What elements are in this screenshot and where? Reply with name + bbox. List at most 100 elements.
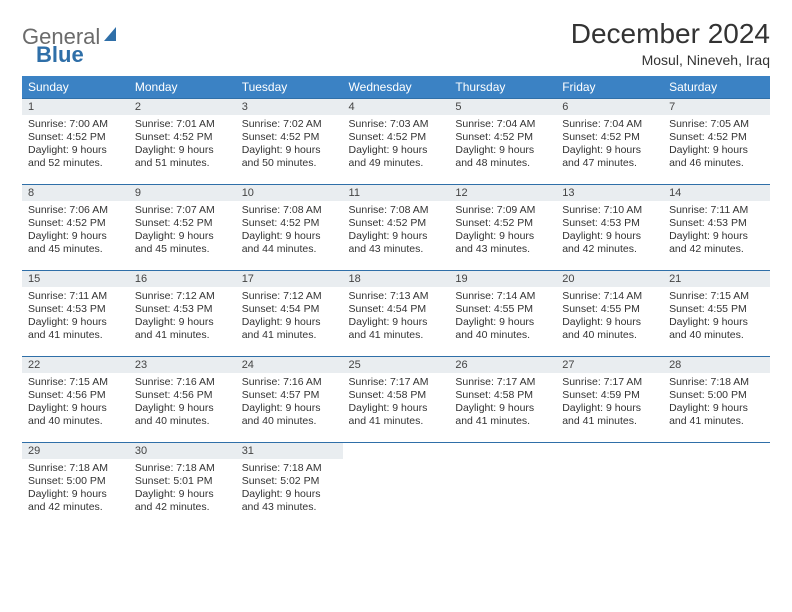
weekday-row: Sunday Monday Tuesday Wednesday Thursday… bbox=[22, 76, 770, 99]
day-body: Sunrise: 7:04 AMSunset: 4:52 PMDaylight:… bbox=[449, 115, 556, 175]
calendar-row: 1Sunrise: 7:00 AMSunset: 4:52 PMDaylight… bbox=[22, 99, 770, 185]
day-body: Sunrise: 7:08 AMSunset: 4:52 PMDaylight:… bbox=[236, 201, 343, 261]
sunrise-line: Sunrise: 7:17 AM bbox=[455, 376, 550, 389]
day-number: 10 bbox=[236, 185, 343, 201]
day-body: Sunrise: 7:18 AMSunset: 5:00 PMDaylight:… bbox=[22, 459, 129, 519]
sunset-line: Sunset: 4:53 PM bbox=[135, 303, 230, 316]
calendar-cell: 1Sunrise: 7:00 AMSunset: 4:52 PMDaylight… bbox=[22, 99, 129, 185]
calendar-cell-empty bbox=[663, 443, 770, 529]
sunset-line: Sunset: 4:55 PM bbox=[562, 303, 657, 316]
day-number: 13 bbox=[556, 185, 663, 201]
calendar-row: 22Sunrise: 7:15 AMSunset: 4:56 PMDayligh… bbox=[22, 357, 770, 443]
calendar-cell-empty bbox=[449, 443, 556, 529]
day-body: Sunrise: 7:05 AMSunset: 4:52 PMDaylight:… bbox=[663, 115, 770, 175]
calendar-cell: 30Sunrise: 7:18 AMSunset: 5:01 PMDayligh… bbox=[129, 443, 236, 529]
daylight-line: Daylight: 9 hours and 41 minutes. bbox=[455, 402, 550, 428]
sunrise-line: Sunrise: 7:04 AM bbox=[455, 118, 550, 131]
day-number: 23 bbox=[129, 357, 236, 373]
day-number: 25 bbox=[343, 357, 450, 373]
sunrise-line: Sunrise: 7:06 AM bbox=[28, 204, 123, 217]
day-body: Sunrise: 7:17 AMSunset: 4:58 PMDaylight:… bbox=[343, 373, 450, 433]
sunrise-line: Sunrise: 7:08 AM bbox=[349, 204, 444, 217]
daylight-line: Daylight: 9 hours and 41 minutes. bbox=[349, 316, 444, 342]
daylight-line: Daylight: 9 hours and 43 minutes. bbox=[242, 488, 337, 514]
weekday-header: Friday bbox=[556, 76, 663, 99]
weekday-header: Monday bbox=[129, 76, 236, 99]
day-number: 17 bbox=[236, 271, 343, 287]
calendar-cell: 6Sunrise: 7:04 AMSunset: 4:52 PMDaylight… bbox=[556, 99, 663, 185]
daylight-line: Daylight: 9 hours and 41 minutes. bbox=[135, 316, 230, 342]
sunrise-line: Sunrise: 7:12 AM bbox=[242, 290, 337, 303]
day-number: 5 bbox=[449, 99, 556, 115]
daylight-line: Daylight: 9 hours and 43 minutes. bbox=[455, 230, 550, 256]
day-number: 30 bbox=[129, 443, 236, 459]
daylight-line: Daylight: 9 hours and 51 minutes. bbox=[135, 144, 230, 170]
daylight-line: Daylight: 9 hours and 52 minutes. bbox=[28, 144, 123, 170]
daylight-line: Daylight: 9 hours and 40 minutes. bbox=[562, 316, 657, 342]
weekday-header: Thursday bbox=[449, 76, 556, 99]
sunset-line: Sunset: 4:54 PM bbox=[349, 303, 444, 316]
sunset-line: Sunset: 4:52 PM bbox=[562, 131, 657, 144]
sunset-line: Sunset: 5:01 PM bbox=[135, 475, 230, 488]
sunrise-line: Sunrise: 7:16 AM bbox=[135, 376, 230, 389]
calendar-table: Sunday Monday Tuesday Wednesday Thursday… bbox=[22, 76, 770, 529]
page-header: General December 2024 Mosul, Nineveh, Ir… bbox=[22, 18, 770, 68]
day-number: 15 bbox=[22, 271, 129, 287]
sunrise-line: Sunrise: 7:16 AM bbox=[242, 376, 337, 389]
sunset-line: Sunset: 4:55 PM bbox=[455, 303, 550, 316]
day-body: Sunrise: 7:04 AMSunset: 4:52 PMDaylight:… bbox=[556, 115, 663, 175]
day-body: Sunrise: 7:11 AMSunset: 4:53 PMDaylight:… bbox=[663, 201, 770, 261]
calendar-cell: 17Sunrise: 7:12 AMSunset: 4:54 PMDayligh… bbox=[236, 271, 343, 357]
calendar-cell: 14Sunrise: 7:11 AMSunset: 4:53 PMDayligh… bbox=[663, 185, 770, 271]
sunset-line: Sunset: 4:52 PM bbox=[135, 131, 230, 144]
calendar-cell: 8Sunrise: 7:06 AMSunset: 4:52 PMDaylight… bbox=[22, 185, 129, 271]
daylight-line: Daylight: 9 hours and 45 minutes. bbox=[28, 230, 123, 256]
calendar-cell: 25Sunrise: 7:17 AMSunset: 4:58 PMDayligh… bbox=[343, 357, 450, 443]
day-body: Sunrise: 7:16 AMSunset: 4:57 PMDaylight:… bbox=[236, 373, 343, 433]
calendar-cell: 31Sunrise: 7:18 AMSunset: 5:02 PMDayligh… bbox=[236, 443, 343, 529]
daylight-line: Daylight: 9 hours and 40 minutes. bbox=[242, 402, 337, 428]
page-title: December 2024 bbox=[571, 18, 770, 50]
day-number: 22 bbox=[22, 357, 129, 373]
calendar-cell: 3Sunrise: 7:02 AMSunset: 4:52 PMDaylight… bbox=[236, 99, 343, 185]
calendar-cell: 9Sunrise: 7:07 AMSunset: 4:52 PMDaylight… bbox=[129, 185, 236, 271]
calendar-cell: 13Sunrise: 7:10 AMSunset: 4:53 PMDayligh… bbox=[556, 185, 663, 271]
calendar-cell: 20Sunrise: 7:14 AMSunset: 4:55 PMDayligh… bbox=[556, 271, 663, 357]
day-number: 26 bbox=[449, 357, 556, 373]
sunrise-line: Sunrise: 7:07 AM bbox=[135, 204, 230, 217]
daylight-line: Daylight: 9 hours and 41 minutes. bbox=[349, 402, 444, 428]
day-number: 9 bbox=[129, 185, 236, 201]
day-body: Sunrise: 7:18 AMSunset: 5:01 PMDaylight:… bbox=[129, 459, 236, 519]
sunrise-line: Sunrise: 7:00 AM bbox=[28, 118, 123, 131]
sunrise-line: Sunrise: 7:14 AM bbox=[455, 290, 550, 303]
day-number: 19 bbox=[449, 271, 556, 287]
sunset-line: Sunset: 5:02 PM bbox=[242, 475, 337, 488]
daylight-line: Daylight: 9 hours and 42 minutes. bbox=[135, 488, 230, 514]
daylight-line: Daylight: 9 hours and 41 minutes. bbox=[28, 316, 123, 342]
day-body: Sunrise: 7:15 AMSunset: 4:56 PMDaylight:… bbox=[22, 373, 129, 433]
day-body: Sunrise: 7:15 AMSunset: 4:55 PMDaylight:… bbox=[663, 287, 770, 347]
calendar-body: 1Sunrise: 7:00 AMSunset: 4:52 PMDaylight… bbox=[22, 99, 770, 529]
sunrise-line: Sunrise: 7:11 AM bbox=[669, 204, 764, 217]
calendar-cell: 23Sunrise: 7:16 AMSunset: 4:56 PMDayligh… bbox=[129, 357, 236, 443]
day-number: 27 bbox=[556, 357, 663, 373]
sunset-line: Sunset: 4:52 PM bbox=[242, 131, 337, 144]
title-block: December 2024 Mosul, Nineveh, Iraq bbox=[571, 18, 770, 68]
day-body: Sunrise: 7:17 AMSunset: 4:58 PMDaylight:… bbox=[449, 373, 556, 433]
sunrise-line: Sunrise: 7:17 AM bbox=[562, 376, 657, 389]
day-number: 18 bbox=[343, 271, 450, 287]
daylight-line: Daylight: 9 hours and 42 minutes. bbox=[562, 230, 657, 256]
sunrise-line: Sunrise: 7:18 AM bbox=[28, 462, 123, 475]
calendar-cell-empty bbox=[343, 443, 450, 529]
day-body: Sunrise: 7:18 AMSunset: 5:02 PMDaylight:… bbox=[236, 459, 343, 519]
sunset-line: Sunset: 4:52 PM bbox=[349, 131, 444, 144]
daylight-line: Daylight: 9 hours and 49 minutes. bbox=[349, 144, 444, 170]
sunset-line: Sunset: 4:52 PM bbox=[28, 131, 123, 144]
calendar-cell: 22Sunrise: 7:15 AMSunset: 4:56 PMDayligh… bbox=[22, 357, 129, 443]
calendar-row: 15Sunrise: 7:11 AMSunset: 4:53 PMDayligh… bbox=[22, 271, 770, 357]
sunset-line: Sunset: 4:52 PM bbox=[135, 217, 230, 230]
weekday-header: Tuesday bbox=[236, 76, 343, 99]
calendar-cell: 19Sunrise: 7:14 AMSunset: 4:55 PMDayligh… bbox=[449, 271, 556, 357]
sunset-line: Sunset: 4:59 PM bbox=[562, 389, 657, 402]
location-line: Mosul, Nineveh, Iraq bbox=[571, 52, 770, 68]
